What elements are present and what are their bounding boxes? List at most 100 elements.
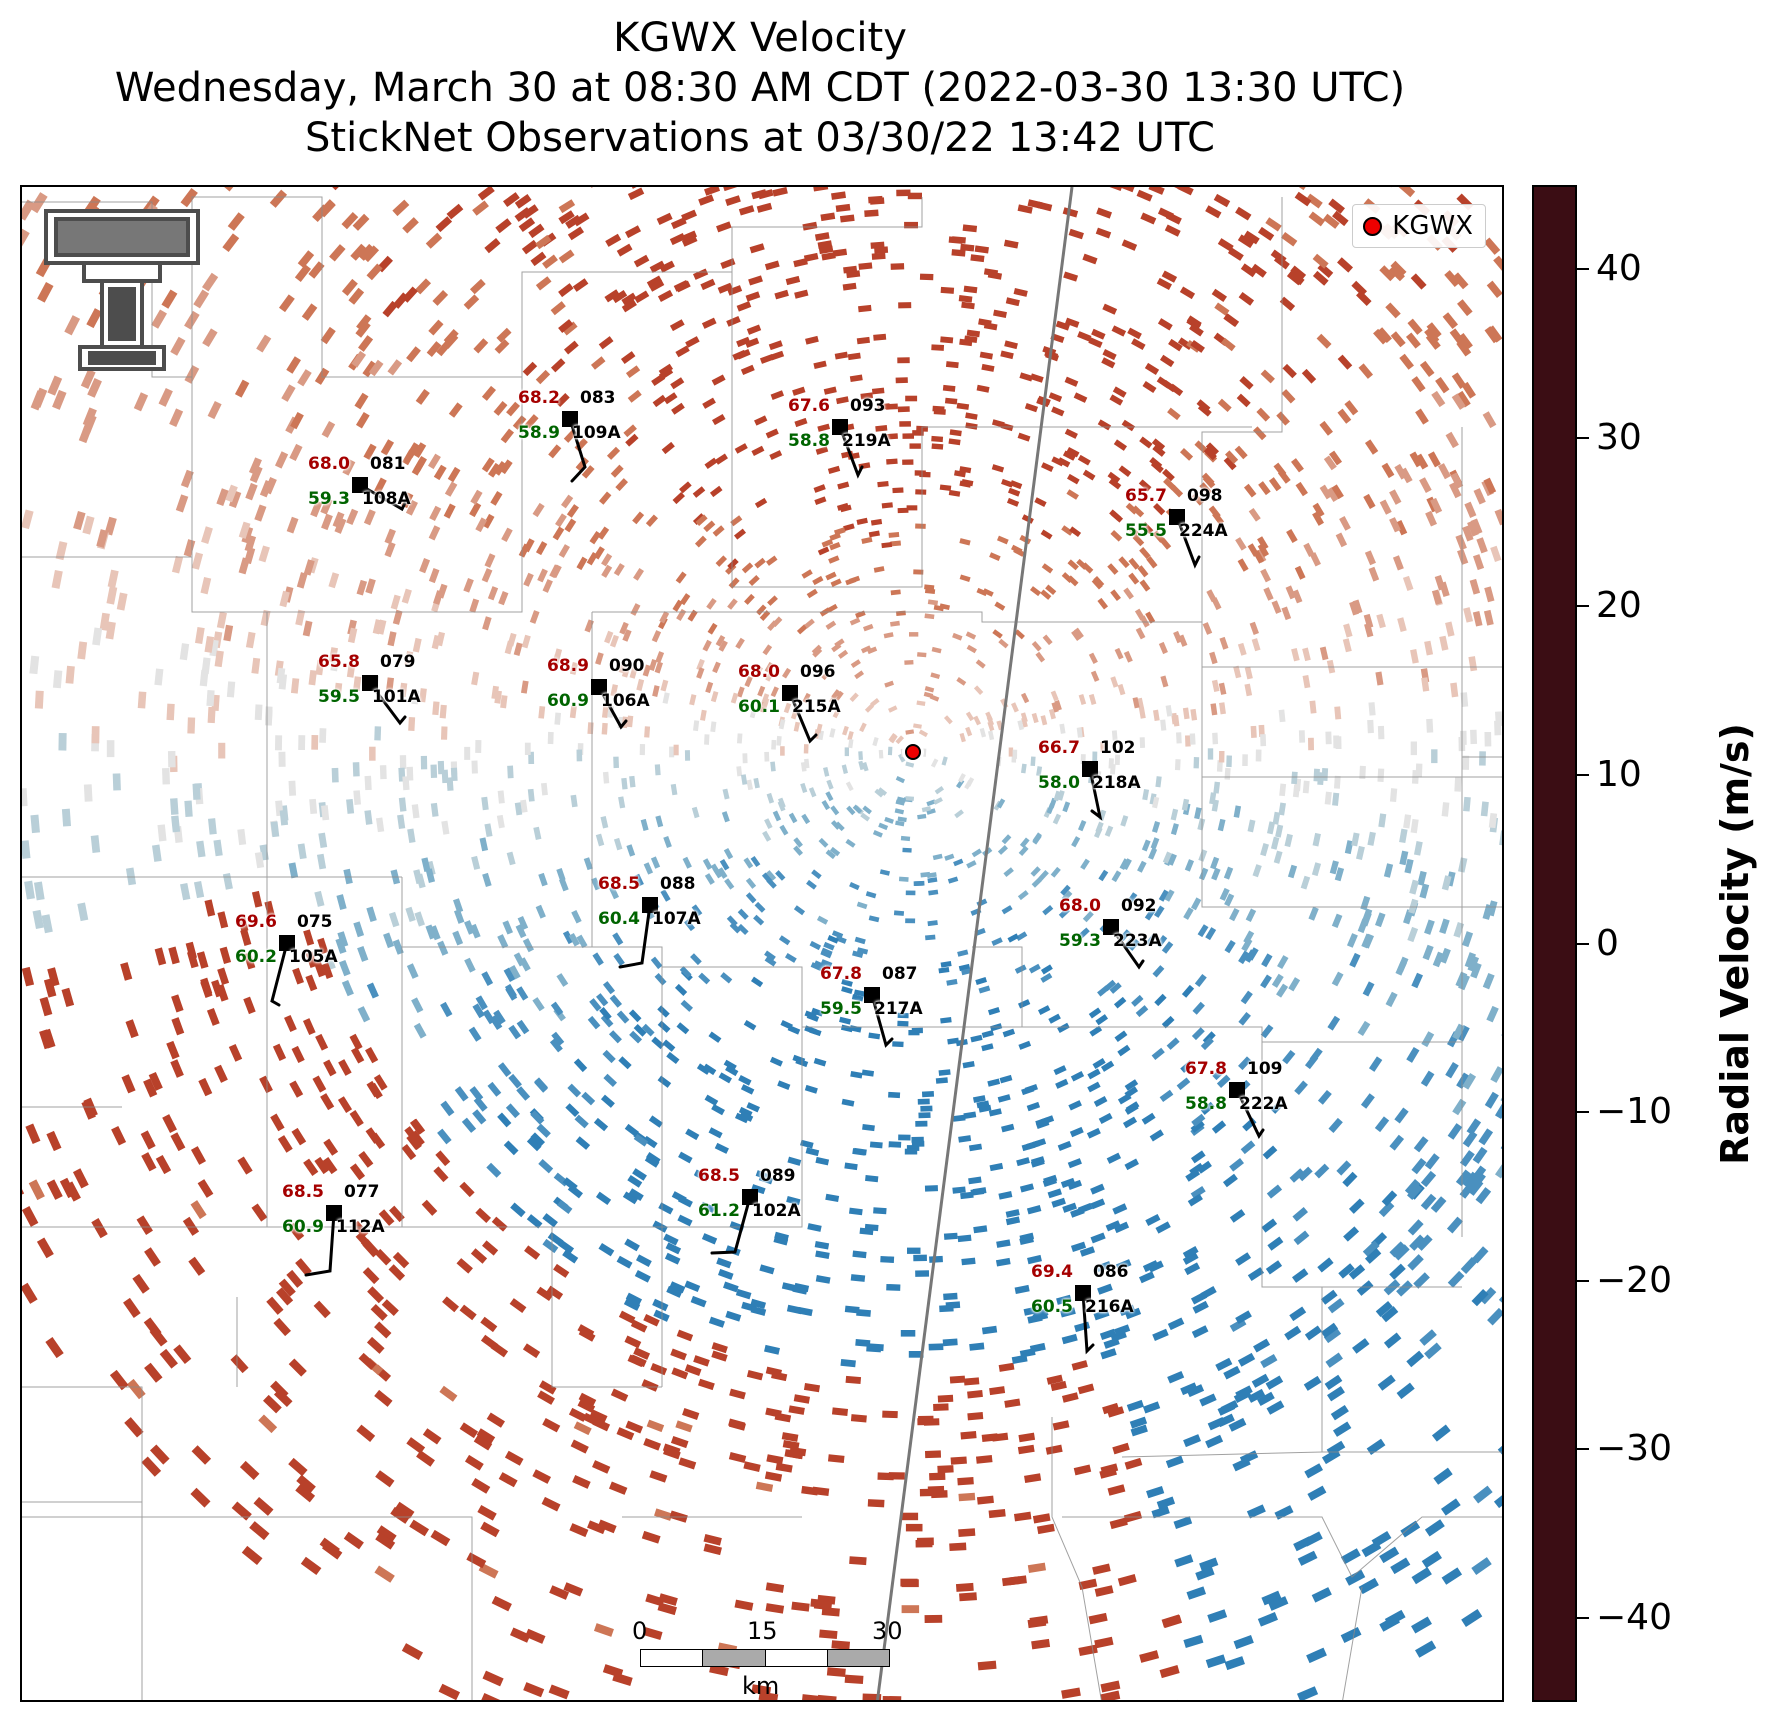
wind-barb [597,685,628,730]
station-temperature: 65.8 [318,652,360,672]
station-number: 083 [580,388,616,408]
station-marker[interactable] [562,411,578,427]
colorbar-tick-label: −30 [1596,1428,1672,1470]
station-temperature: 68.5 [282,1182,324,1202]
station-number: 089 [760,1166,796,1186]
station-number: 075 [297,912,333,932]
station-marker[interactable] [1229,1082,1245,1098]
station-marker[interactable] [352,477,368,493]
scale-label-30: 30 [872,1617,903,1645]
wind-barb [838,425,864,479]
radar-site-legend-marker [1363,216,1383,236]
colorbar-tick [1577,942,1589,945]
station-dewpoint: 60.5 [1031,1297,1073,1317]
colorbar-tick [1577,1616,1589,1619]
station-id: 108A [362,489,411,509]
station-marker[interactable] [1082,761,1098,777]
station-id: 218A [1092,773,1141,793]
scale-bar [640,1649,890,1667]
station-dewpoint: 59.3 [1059,931,1101,951]
station-number: 093 [850,396,886,416]
wind-barb [1109,925,1145,970]
station-marker[interactable] [1169,509,1185,525]
colorbar-tick [1577,605,1589,608]
radar-map[interactable]: KGWX 68.2 083 58.9 109A 67.6 093 58.8 219A 68.0 0… [20,185,1504,1702]
colorbar-tick-label: 40 [1596,248,1642,290]
station-id: 219A [842,431,891,451]
station-temperature: 68.9 [547,656,589,676]
legend: KGWX [1352,204,1486,248]
station-temperature: 68.0 [308,454,350,474]
station-id: 101A [372,687,421,707]
colorbar-tick [1577,773,1589,776]
station-number: 077 [344,1182,380,1202]
colorbar-tick [1577,268,1589,271]
texas-tech-double-t-logo [44,209,200,371]
station-temperature: 67.8 [820,964,862,984]
station-temperature: 68.0 [738,662,780,682]
colorbar-title: Radial Velocity (m/s) [1713,723,1757,1165]
colorbar-tick-label: 30 [1596,416,1642,458]
station-marker[interactable] [1103,919,1119,935]
station-marker[interactable] [742,1189,758,1205]
colorbar-tick-label: 10 [1596,753,1642,795]
station-id: 105A [289,947,338,967]
colorbar-tick [1577,1111,1589,1114]
station-marker[interactable] [832,419,848,435]
station-marker[interactable] [326,1205,342,1221]
station-temperature: 67.8 [1185,1059,1227,1079]
station-dewpoint: 59.5 [318,687,360,707]
station-dewpoint: 58.0 [1038,773,1080,793]
title-line-1: KGWX Velocity [613,15,907,61]
station-dewpoint: 60.4 [598,909,640,929]
station-dewpoint: 59.5 [820,999,862,1019]
wind-barb [270,941,289,1007]
station-dewpoint: 60.2 [235,947,277,967]
colorbar-tick-label: 20 [1596,585,1642,627]
station-marker[interactable] [864,987,880,1003]
wind-barb [710,1195,752,1255]
station-dewpoint: 61.2 [698,1201,740,1221]
station-id: 109A [572,423,621,443]
station-number: 088 [660,874,696,894]
station-id: 222A [1239,1094,1288,1114]
title-line-2: Wednesday, March 30 at 08:30 AM CDT (202… [114,65,1406,111]
wind-barb [1175,515,1201,569]
station-marker[interactable] [782,685,798,701]
wind-barb [304,1211,336,1277]
station-temperature: 66.7 [1038,738,1080,758]
station-dewpoint: 60.9 [547,691,589,711]
wind-barb [358,483,408,512]
scale-unit: km [742,1672,780,1700]
station-marker[interactable] [362,675,378,691]
station-number: 109 [1247,1059,1283,1079]
station-marker[interactable] [1075,1285,1091,1301]
station-dewpoint: 58.9 [518,423,560,443]
colorbar-tick-label: −10 [1596,1091,1672,1133]
wind-barb [1081,1291,1095,1355]
wind-barb [788,691,818,744]
colorbar-tick-label: 0 [1596,922,1619,964]
station-marker[interactable] [642,897,658,913]
wind-barb [1088,767,1103,821]
wind-barb [568,417,587,483]
station-id: 112A [336,1217,385,1237]
station-temperature: 68.5 [698,1166,740,1186]
station-number: 081 [370,454,406,474]
colorbar-tick-label: −20 [1596,1259,1672,1301]
station-dewpoint: 59.3 [308,489,350,509]
wind-barb [1235,1088,1265,1140]
station-marker[interactable] [279,935,295,951]
colorbar-tick [1577,436,1589,439]
scale-label-0: 0 [632,1617,648,1645]
station-number: 079 [380,652,416,672]
station-id: 215A [792,697,841,717]
station-number: 096 [800,662,836,682]
station-temperature: 68.5 [598,874,640,894]
station-id: 106A [601,691,650,711]
title-line-3: StickNet Observations at 03/30/22 13:42 … [305,115,1215,161]
station-marker[interactable] [591,679,607,695]
station-dewpoint: 58.8 [788,431,830,451]
station-number: 098 [1187,486,1223,506]
station-number: 086 [1093,1262,1129,1282]
